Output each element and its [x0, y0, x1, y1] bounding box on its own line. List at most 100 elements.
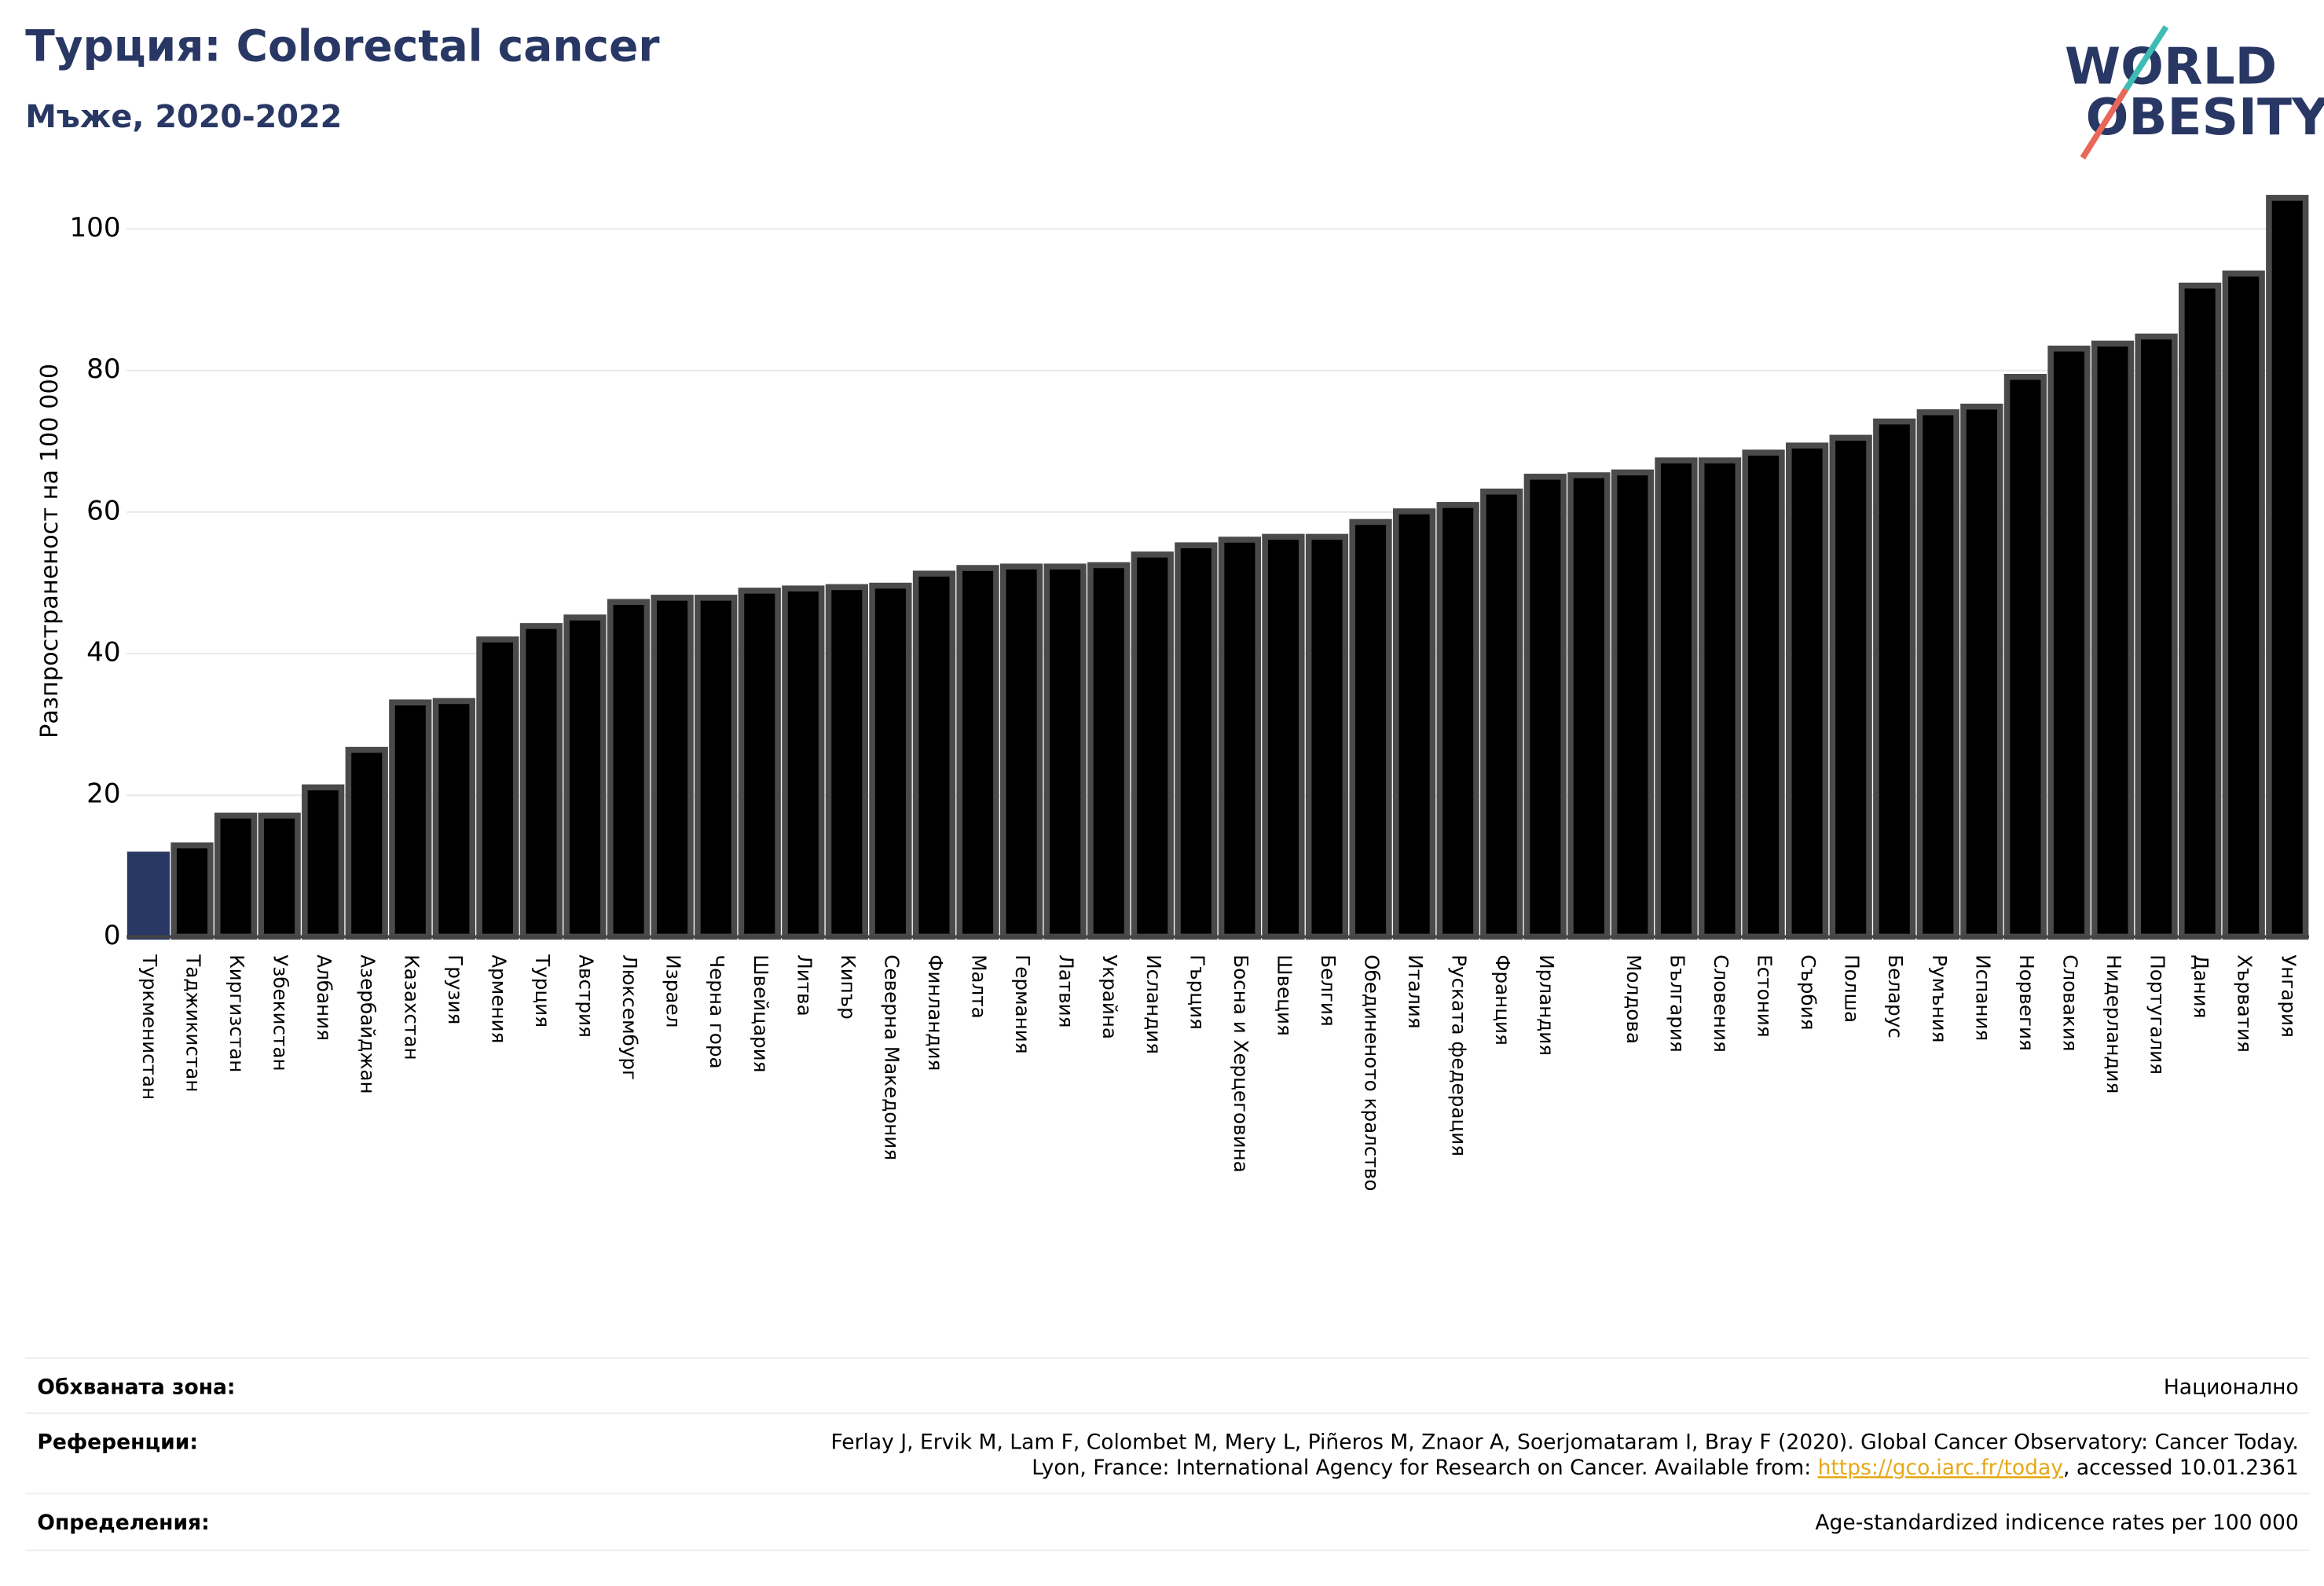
bar	[1960, 403, 2003, 940]
x-tick-label: Босна и Херцеговина	[1230, 954, 1252, 1173]
bar	[1480, 488, 1523, 940]
bar	[1262, 533, 1305, 940]
x-tick-label: Черна гора	[706, 954, 728, 1068]
bar	[651, 595, 694, 940]
footer-text: , accessed 10.01.2361	[2063, 1456, 2299, 1480]
logo-text: WORLD	[2065, 38, 2277, 97]
x-tick-label: Испания	[1971, 954, 1994, 1041]
x-tick-label: Нидерландия	[2102, 954, 2125, 1093]
link[interactable]: https://gco.iarc.fr/today	[1818, 1456, 2063, 1480]
bar	[1916, 409, 1959, 940]
bar	[738, 588, 781, 940]
x-tick-label: Азербайджан	[357, 954, 379, 1093]
bar	[2003, 374, 2047, 940]
x-tick-label: Армения	[487, 954, 510, 1043]
x-tick-label: Израел	[662, 954, 685, 1027]
footer-text: Lyon, France: International Agency for R…	[1032, 1456, 1817, 1480]
x-tick-label: Молдова	[1622, 954, 1645, 1044]
x-tick-label: Словакия	[2058, 954, 2081, 1051]
x-tick-label: Словения	[1710, 954, 1732, 1053]
bar	[170, 842, 214, 940]
bar	[1611, 469, 1655, 940]
x-tick-label: Италия	[1404, 954, 1427, 1028]
bar	[999, 563, 1043, 940]
bar	[1305, 533, 1349, 940]
bar	[2222, 270, 2265, 940]
bar	[302, 784, 345, 940]
x-tick-label: Беларус	[1884, 954, 1907, 1038]
y-tick-label: 80	[86, 353, 120, 385]
x-tick-label: Туркменистан	[138, 954, 161, 1100]
x-tick-label: Обединеното кралство	[1361, 954, 1384, 1191]
bar	[782, 585, 825, 940]
footer-label: Определения:	[37, 1511, 209, 1535]
bar	[1436, 502, 1479, 940]
x-tick-label: Сърбия	[1797, 954, 1820, 1030]
y-axis-label: Разпространеност на 100 000	[36, 364, 64, 738]
x-tick-label: Норвегия	[2015, 954, 2038, 1051]
y-tick-label: 0	[104, 920, 121, 951]
bar	[1742, 449, 1785, 940]
bar	[912, 570, 956, 940]
bar	[1175, 542, 1218, 940]
bar	[2135, 333, 2178, 940]
x-tick-label: Германия	[1011, 954, 1034, 1053]
x-tick-label: Гърция	[1186, 954, 1208, 1030]
y-tick-label: 100	[69, 212, 120, 244]
bar	[2266, 195, 2309, 940]
y-tick-label: 40	[86, 637, 120, 668]
bar	[2047, 345, 2091, 940]
bar	[389, 699, 432, 940]
x-tick-label: Албания	[313, 954, 335, 1041]
x-tick-label: Швейцария	[750, 954, 772, 1072]
bar	[1698, 457, 1742, 940]
bar	[1087, 562, 1131, 940]
bar	[1655, 457, 1698, 940]
bar	[1349, 518, 1392, 940]
x-tick-label: Хърватия	[2234, 954, 2256, 1053]
x-tick-label: Люксембург	[618, 954, 641, 1080]
bar	[126, 852, 170, 940]
bar	[869, 582, 912, 940]
x-tick-label: Турция	[531, 954, 554, 1027]
logo: WORLD OBESITY	[2065, 25, 2324, 159]
x-tick-label: Киргизстан	[225, 954, 248, 1072]
bar	[1873, 418, 1916, 940]
x-tick-label: Австрия	[575, 954, 598, 1038]
bar	[214, 812, 258, 940]
footer-value: Ferlay J, Ervik M, Lam F, Colombet M, Me…	[830, 1430, 2298, 1455]
y-tick-label: 60	[86, 495, 120, 526]
x-tick-label: Северна Македония	[880, 954, 903, 1160]
footer-label: Обхваната зона:	[37, 1375, 235, 1399]
bar	[1523, 474, 1567, 940]
bar	[1392, 508, 1436, 940]
logo-slash	[2123, 25, 2169, 91]
x-tick-label: Унгария	[2277, 954, 2300, 1038]
x-tick-label: Швеция	[1273, 954, 1296, 1036]
bar	[519, 623, 563, 940]
x-tick-label: Узбекистан	[269, 954, 292, 1071]
bar	[1131, 551, 1174, 940]
bar	[563, 614, 607, 940]
x-tick-label: Грузия	[444, 954, 467, 1024]
x-tick-label: Ирландия	[1535, 954, 1558, 1056]
chart-subtitle: Мъже, 2020-2022	[25, 99, 342, 135]
x-tick-label: Украйна	[1098, 954, 1121, 1039]
x-tick-label: Исландия	[1142, 954, 1165, 1054]
x-tick-label: Румъния	[1928, 954, 1951, 1042]
x-tick-label: Полша	[1841, 954, 1864, 1023]
x-tick-label: Руската федерация	[1448, 954, 1471, 1156]
footer-value: Age-standardized indicence rates per 100…	[1815, 1511, 2298, 1535]
bar	[1218, 537, 1262, 940]
x-tick-label: Естония	[1754, 954, 1776, 1037]
x-tick-label: Финландия	[924, 954, 947, 1071]
bar	[1567, 472, 1611, 940]
y-tick-label: 20	[86, 778, 120, 810]
x-tick-label: Латвия	[1055, 954, 1078, 1027]
footer-label: Референции:	[37, 1430, 198, 1455]
logo-text: OBESITY	[2086, 88, 2324, 147]
bar	[825, 584, 868, 940]
bar	[432, 698, 475, 940]
footer-value: Национално	[2164, 1375, 2299, 1399]
bar	[476, 636, 519, 940]
